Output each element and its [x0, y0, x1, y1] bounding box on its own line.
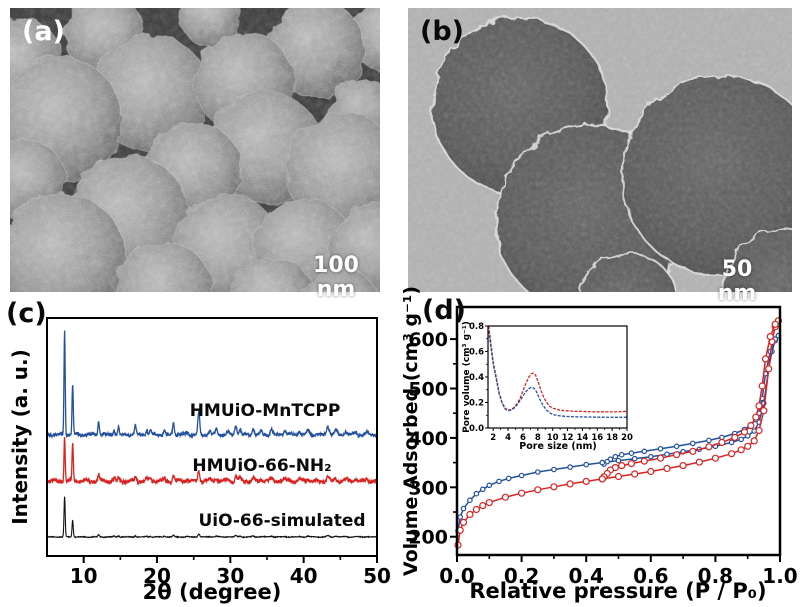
- isotherm-y-axis-title: Volume Adsorbed (cm³ g⁻¹): [400, 285, 422, 577]
- svg-text:10: 10: [547, 433, 559, 443]
- xrd-series-label-hmuio-66-nh2: HMUiO-66-NH₂: [192, 456, 332, 476]
- svg-text:500: 500: [408, 379, 448, 401]
- panel-b-label: (b): [420, 16, 465, 47]
- svg-text:12: 12: [562, 433, 574, 443]
- panel-c-label: (c): [6, 298, 47, 329]
- svg-text:0.0: 0.0: [469, 424, 484, 434]
- sem-image-panel: (a) 100 nm: [10, 8, 380, 312]
- svg-text:1.0: 1.0: [762, 564, 797, 588]
- svg-text:30: 30: [216, 564, 244, 588]
- xrd-series-label-uio-66-simulated: UiO-66-simulated: [198, 511, 366, 531]
- svg-text:0.4: 0.4: [469, 373, 484, 383]
- panel-a-label: (a): [22, 16, 65, 47]
- tem-image-panel: (b) 50 nm: [408, 8, 792, 316]
- svg-text:10: 10: [70, 564, 98, 588]
- inset-x-axis-title: Pore size (nm): [519, 441, 597, 452]
- inset-y-axis-title: Pore volume (cm³ g⁻¹): [462, 321, 472, 433]
- scale-bar-b: 50 nm: [704, 257, 770, 316]
- svg-text:20: 20: [143, 564, 171, 588]
- svg-text:20: 20: [621, 433, 633, 443]
- sem-image: [10, 8, 380, 292]
- tem-image: [408, 8, 792, 292]
- svg-text:50: 50: [363, 564, 391, 588]
- xrd-y-axis-title: Intensity (a. u.): [8, 349, 32, 525]
- xrd-x-axis-title: 2θ (degree): [142, 580, 282, 604]
- scale-bar-b-text: 50 nm: [717, 257, 757, 307]
- svg-text:200: 200: [408, 527, 448, 549]
- scale-bar-a-text: 100 nm: [313, 253, 359, 303]
- svg-text:14: 14: [576, 433, 588, 443]
- svg-text:18: 18: [606, 433, 618, 443]
- sem-noise-fine: [10, 8, 380, 292]
- svg-text:600: 600: [408, 329, 448, 351]
- svg-text:8: 8: [535, 433, 541, 443]
- svg-text:0.2: 0.2: [504, 564, 539, 588]
- isotherm-chart-panel: 0.0 0.2 0.4 0.6 0.8 1.0 200 300 400 500 600 2 4 6 8 10 1…: [400, 286, 800, 607]
- svg-text:400: 400: [408, 428, 448, 450]
- svg-text:0.6: 0.6: [469, 348, 484, 358]
- svg-text:4: 4: [505, 433, 511, 443]
- svg-text:0.4: 0.4: [568, 564, 603, 588]
- xrd-chart-panel: 10 20 30 40 50 (c) Intensity (a. u.) 2θ (deg…: [0, 296, 400, 607]
- panel-d-label: (d): [422, 295, 467, 326]
- svg-text:0.0: 0.0: [439, 564, 474, 588]
- svg-text:0.8: 0.8: [698, 564, 733, 588]
- tem-noise-fine: [408, 8, 792, 292]
- svg-text:6: 6: [520, 433, 526, 443]
- svg-text:16: 16: [591, 433, 603, 443]
- svg-text:0.2: 0.2: [469, 399, 484, 409]
- svg-text:40: 40: [290, 564, 318, 588]
- svg-text:2: 2: [490, 433, 496, 443]
- scale-bar-a: 100 nm: [295, 253, 377, 312]
- svg-text:300: 300: [408, 477, 448, 499]
- xrd-chart: 10 20 30 40 50: [46, 317, 391, 588]
- svg-text:0.6: 0.6: [633, 564, 668, 588]
- svg-text:0.8: 0.8: [469, 322, 484, 332]
- scale-bar-a-line: [295, 305, 377, 312]
- xrd-series-label-hmuio-mntcpp: HMUiO-MnTCPP: [189, 401, 341, 421]
- scale-bar-b-line: [704, 309, 770, 316]
- isotherm-x-axis-title: Relative pressure (P / P₀): [469, 579, 767, 603]
